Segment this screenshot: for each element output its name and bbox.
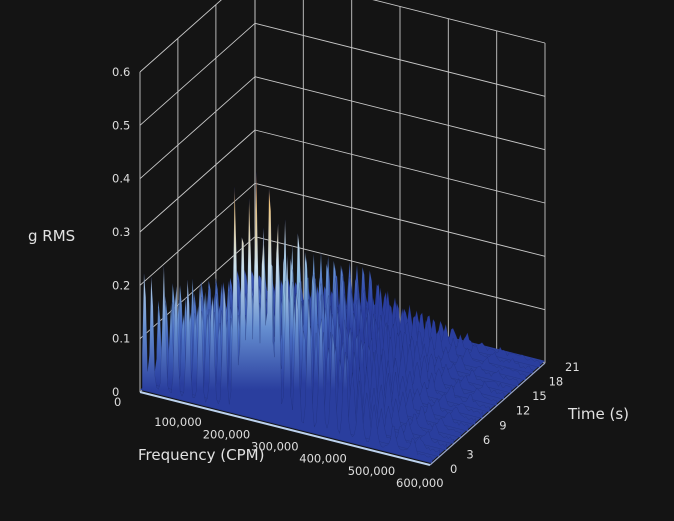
- x-tick-label: 500,000: [348, 464, 396, 478]
- back-wall-gridline-h: [254, 22, 546, 97]
- z-tick-label: 0.6: [112, 65, 130, 79]
- surface-plot: [139, 172, 546, 466]
- x-tick-label: 400,000: [299, 452, 347, 466]
- x-tick-label: 200,000: [203, 427, 251, 441]
- y-axis-title: Time (s): [567, 405, 629, 423]
- y-tick-label: 3: [466, 447, 473, 461]
- y-tick-label: 9: [499, 418, 506, 432]
- x-tick-label: 100,000: [154, 415, 202, 429]
- x-tick-label: 300,000: [251, 440, 299, 454]
- back-wall-gridline-h: [254, 182, 546, 257]
- back-wall-gridline-h: [372, 0, 546, 44]
- left-wall-gridline-h: [139, 129, 256, 233]
- left-wall-gridline-h: [139, 182, 256, 286]
- z-tick-label: 0.4: [112, 172, 130, 186]
- back-wall-gridline-h: [254, 76, 546, 151]
- x-tick-label: 600,000: [396, 476, 444, 490]
- left-wall-gridline-h: [139, 0, 222, 73]
- x-axis-line: [139, 391, 431, 466]
- left-wall-gridline-h: [139, 22, 256, 126]
- y-tick-label: 12: [516, 404, 531, 418]
- z-tick-label: 0.2: [112, 278, 130, 292]
- y-tick-label: 18: [549, 375, 564, 389]
- back-wall-gridline-h: [254, 236, 546, 311]
- z-axis-title: g RMS: [28, 227, 75, 245]
- z-tick-label: 0.5: [112, 118, 130, 132]
- x-axis-title: Frequency (CPM): [138, 446, 264, 464]
- y-tick-label: 6: [483, 433, 490, 447]
- z-tick-label: 0.1: [112, 332, 130, 346]
- left-wall-gridline-h: [139, 76, 256, 180]
- z-tick-label: 0: [112, 385, 119, 399]
- back-wall-gridline-h: [254, 129, 546, 204]
- x-tick-label: 0: [114, 395, 121, 409]
- y-tick-label: 21: [565, 360, 580, 374]
- axis-labels: g RMS Frequency (CPM) Time (s) 0 0.1 0.2 0.…: [28, 65, 629, 490]
- y-tick-label: 0: [450, 462, 457, 476]
- y-tick-label: 15: [532, 389, 547, 403]
- z-tick-label: 0.3: [112, 225, 130, 239]
- y-axis-line: [429, 362, 546, 466]
- surface-ridge: [141, 172, 433, 464]
